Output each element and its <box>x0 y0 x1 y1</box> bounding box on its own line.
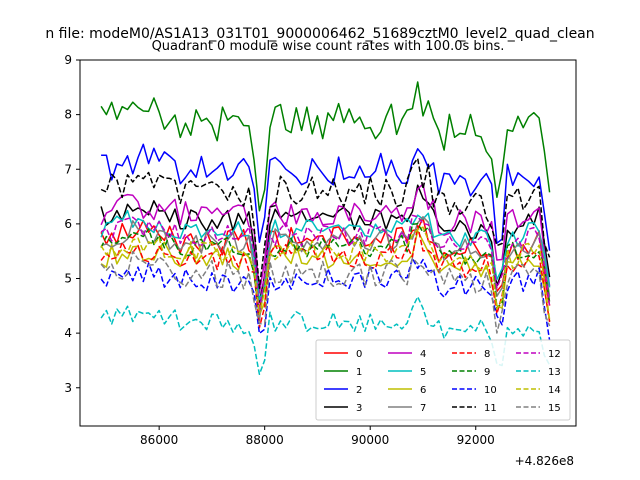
x-axis: 86000 88000 90000 92000 <box>140 426 495 447</box>
y-tick-label: 7 <box>64 162 72 176</box>
legend-label-10: 10 <box>484 385 497 396</box>
series-line-4 <box>100 183 551 294</box>
chart-title: Quadrant 0 module wise count rates with … <box>152 39 505 54</box>
legend-label-7: 7 <box>420 403 426 414</box>
y-tick-label: 8 <box>64 108 72 122</box>
series-line-11 <box>100 157 551 290</box>
x-tick-label: 86000 <box>140 433 178 447</box>
y-tick-label: 3 <box>64 381 72 395</box>
legend-label-13: 13 <box>548 367 561 378</box>
series-line-5 <box>100 209 551 301</box>
x-offset-label: +4.826e8 <box>515 454 574 468</box>
series-line-12 <box>100 214 551 314</box>
legend-label-6: 6 <box>420 385 426 396</box>
legend-label-4: 4 <box>420 349 426 360</box>
y-tick-label: 9 <box>64 53 72 67</box>
series-line-8 <box>100 225 551 329</box>
x-tick-label: 90000 <box>351 433 389 447</box>
series-line-14 <box>100 226 551 320</box>
legend-label-5: 5 <box>420 367 426 378</box>
legend-label-12: 12 <box>548 349 561 360</box>
x-tick-label: 88000 <box>246 433 284 447</box>
y-tick-label: 4 <box>64 326 72 340</box>
plot-frame <box>79 59 577 427</box>
series-line-13 <box>100 296 551 376</box>
x-tick-label: 92000 <box>457 433 495 447</box>
y-tick-label: 6 <box>64 217 72 231</box>
legend-label-2: 2 <box>356 385 362 396</box>
series-line-2 <box>101 143 551 251</box>
legend-label-8: 8 <box>484 349 490 360</box>
legend-label-15: 15 <box>548 403 561 414</box>
series-line-10 <box>100 257 551 341</box>
legend-label-3: 3 <box>356 403 362 414</box>
series-layer <box>100 81 551 376</box>
figure-suptitle: n file: modeM0/AS1A13_031T01_9000006462_… <box>45 26 594 42</box>
legend-label-1: 1 <box>356 367 362 378</box>
legend-box <box>315 339 571 421</box>
legend-label-9: 9 <box>484 367 490 378</box>
series-line-3 <box>100 184 551 303</box>
y-axis: 3 4 5 6 7 8 9 <box>64 53 80 395</box>
y-tick-label: 5 <box>64 272 72 286</box>
series-line-0 <box>100 217 551 313</box>
legend-label-11: 11 <box>484 403 497 414</box>
legend-label-0: 0 <box>356 349 362 360</box>
series-line-15 <box>100 250 551 334</box>
legend-label-14: 14 <box>548 385 561 396</box>
series-line-1 <box>100 81 551 212</box>
